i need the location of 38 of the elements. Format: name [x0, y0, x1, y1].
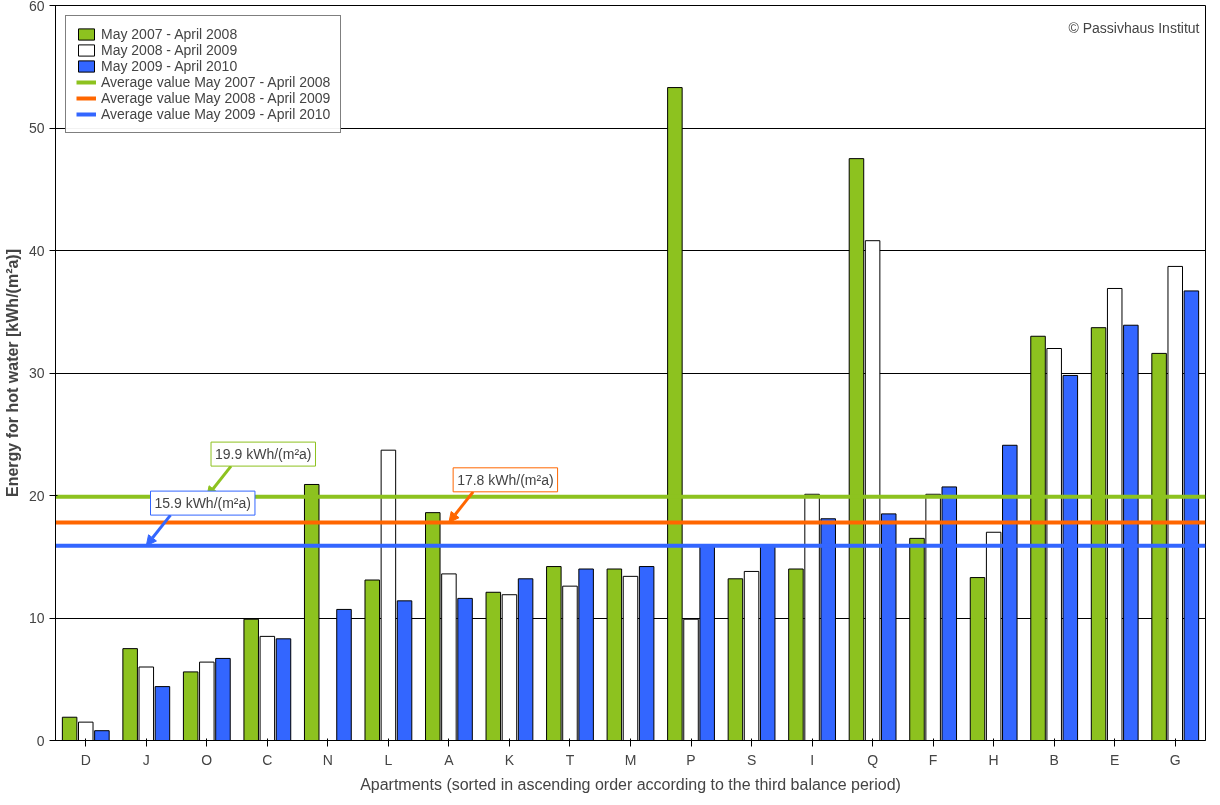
- annotation: 19.9 kWh/(m²a): [215, 446, 312, 463]
- y-tick-label: 10: [28, 610, 45, 626]
- legend-label: May 2007 - April 2008: [101, 26, 238, 42]
- y-tick-label: 40: [28, 242, 45, 259]
- annotation: 17.8 kWh/(m²a): [457, 471, 554, 488]
- y-tick-label: 0: [36, 732, 45, 749]
- x-tick-label: C: [262, 751, 273, 768]
- x-tick-label: H: [988, 751, 999, 768]
- x-tick-label: E: [1110, 751, 1120, 768]
- x-tick-label: P: [686, 751, 696, 768]
- y-tick-label: 20: [28, 487, 45, 504]
- x-tick-label: A: [444, 751, 455, 768]
- x-tick-label: M: [624, 751, 637, 768]
- x-tick-label: S: [746, 751, 757, 768]
- x-tick-label: B: [1049, 751, 1059, 768]
- legend-label: May 2009 - April 2010: [101, 58, 238, 74]
- legend-label: Average value May 2008 - April 2009: [101, 90, 331, 106]
- x-tick-label: F: [928, 751, 938, 768]
- x-tick-label: O: [201, 751, 213, 768]
- x-tick-label: K: [504, 751, 515, 768]
- x-tick-label: G: [1169, 751, 1181, 768]
- x-axis-title: Apartments (sorted in ascending order according to the third balance period): [360, 775, 901, 793]
- x-tick-label: L: [384, 751, 393, 768]
- y-axis-title: Energy for hot water [kWh/(m²a)]: [3, 248, 21, 497]
- x-tick-label: T: [565, 751, 575, 768]
- legend-label: Average value May 2009 - April 2010: [101, 106, 331, 122]
- x-tick-label: Q: [867, 751, 879, 768]
- x-tick-label: I: [810, 751, 815, 768]
- y-tick-label: 50: [28, 120, 45, 136]
- x-tick-label: J: [142, 751, 150, 768]
- legend-label: Average value May 2007 - April 2008: [101, 74, 331, 90]
- x-tick-label: N: [322, 751, 333, 768]
- y-tick-label: 60: [28, 0, 45, 14]
- y-tick-label: 30: [28, 365, 45, 381]
- annotation: © Passivhaus Institut: [1068, 20, 1200, 37]
- annotation: 15.9 kWh/(m²a): [154, 495, 251, 512]
- legend-label: May 2008 - April 2009: [101, 42, 238, 58]
- x-tick-label: D: [80, 751, 91, 768]
